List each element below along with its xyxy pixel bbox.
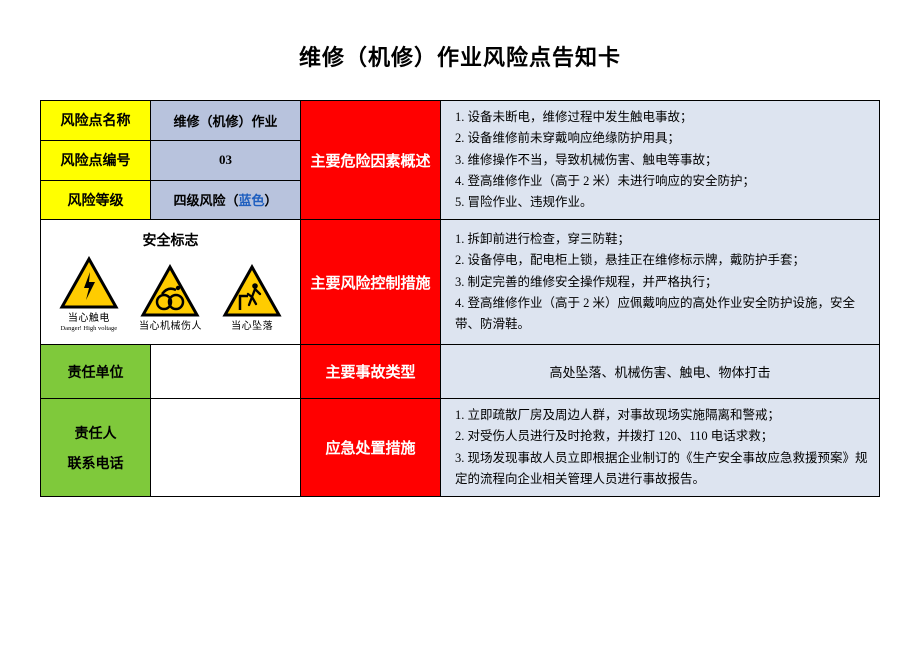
warning-sign-electric: 当心触电 Danger! High voltage <box>53 256 125 332</box>
label-responsible-person-line2: 联系电话 <box>49 453 142 473</box>
value-accident-types: 高处坠落、机械伤害、触电、物体打击 <box>441 345 880 399</box>
caption-text: 当心机械伤人 <box>139 321 202 332</box>
warning-caption-electric: 当心触电 Danger! High voltage <box>60 313 117 332</box>
risk-card-table: 风险点名称 维修（机修）作业 主要危险因素概述 1. 设备未断电，维修过程中发生… <box>40 100 880 497</box>
risk-level-blue: 蓝色 <box>238 193 264 208</box>
value-risk-code: 03 <box>151 140 301 180</box>
warning-caption-machine: 当心机械伤人 <box>139 321 202 333</box>
value-controls: 1. 拆卸前进行检查，穿三防鞋； 2. 设备停电，配电柜上锁，悬挂正在维修标示牌… <box>441 220 880 345</box>
value-responsible-person <box>151 399 301 497</box>
hazard-item: 4. 登高维修作业（高于 2 米）未进行响应的安全防护； <box>455 171 869 192</box>
emergency-item: 1. 立即疏散厂房及周边人群，对事故现场实施隔离和警戒； <box>455 405 869 426</box>
label-risk-level: 风险等级 <box>41 180 151 220</box>
caption-sub: Danger! High voltage <box>60 325 117 332</box>
label-responsible-person-line1: 责任人 <box>49 423 142 443</box>
label-risk-code: 风险点编号 <box>41 140 151 180</box>
warning-triangle-electric-icon <box>59 256 119 310</box>
safety-signs-cell: 安全标志 当心触电 Danger! High voltage <box>41 220 301 345</box>
hazard-item: 2. 设备维修前未穿戴响应绝缘防护用具； <box>455 128 869 149</box>
row-person-emergency: 责任人 联系电话 应急处置措施 1. 立即疏散厂房及周边人群，对事故现场实施隔离… <box>41 399 880 497</box>
caption-text: 当心触电 <box>68 313 110 324</box>
hazard-item: 1. 设备未断电，维修过程中发生触电事故； <box>455 107 869 128</box>
emergency-item: 3. 现场发现事故人员立即根据企业制订的《生产安全事故应急救援预案》规定的流程向… <box>455 448 869 491</box>
safety-signs-row: 当心触电 Danger! High voltage 当心机械伤人 <box>45 252 296 338</box>
control-item: 2. 设备停电，配电柜上锁，悬挂正在维修标示牌，戴防护手套； <box>455 250 869 271</box>
value-hazard: 1. 设备未断电，维修过程中发生触电事故； 2. 设备维修前未穿戴响应绝缘防护用… <box>441 101 880 220</box>
value-risk-level: 四级风险（蓝色） <box>151 180 301 220</box>
control-item: 4. 登高维修作业（高于 2 米）应佩戴响应的高处作业安全防护设施，安全带、防滑… <box>455 293 869 336</box>
warning-triangle-machine-icon <box>140 264 200 318</box>
control-item: 3. 制定完善的维修安全操作规程，并严格执行； <box>455 272 869 293</box>
label-hazard: 主要危险因素概述 <box>301 101 441 220</box>
warning-sign-fall: 当心坠落 <box>216 264 288 333</box>
warning-triangle-fall-icon <box>222 264 282 318</box>
hazard-item: 5. 冒险作业、违规作业。 <box>455 192 869 213</box>
label-responsible-unit: 责任单位 <box>41 345 151 399</box>
label-responsible-person: 责任人 联系电话 <box>41 399 151 497</box>
row-signs-controls: 安全标志 当心触电 Danger! High voltage <box>41 220 880 345</box>
value-risk-name: 维修（机修）作业 <box>151 101 301 141</box>
page-title: 维修（机修）作业风险点告知卡 <box>40 40 880 72</box>
label-emergency: 应急处置措施 <box>301 399 441 497</box>
label-accident-types: 主要事故类型 <box>301 345 441 399</box>
caption-text: 当心坠落 <box>231 321 273 332</box>
row-unit-accidents: 责任单位 主要事故类型 高处坠落、机械伤害、触电、物体打击 <box>41 345 880 399</box>
warning-caption-fall: 当心坠落 <box>231 321 273 333</box>
warning-sign-machine: 当心机械伤人 <box>134 264 206 333</box>
control-item: 1. 拆卸前进行检查，穿三防鞋； <box>455 229 869 250</box>
row-risk-name: 风险点名称 维修（机修）作业 主要危险因素概述 1. 设备未断电，维修过程中发生… <box>41 101 880 141</box>
risk-level-prefix: 四级风险（ <box>173 193 238 208</box>
emergency-item: 2. 对受伤人员进行及时抢救，并拨打 120、110 电话求救； <box>455 426 869 447</box>
hazard-item: 3. 维修操作不当，导致机械伤害、触电等事故； <box>455 150 869 171</box>
risk-level-suffix: ） <box>265 193 278 208</box>
safety-signs-title: 安全标志 <box>45 224 296 252</box>
value-emergency: 1. 立即疏散厂房及周边人群，对事故现场实施隔离和警戒； 2. 对受伤人员进行及… <box>441 399 880 497</box>
label-controls: 主要风险控制措施 <box>301 220 441 345</box>
label-risk-name: 风险点名称 <box>41 101 151 141</box>
value-responsible-unit <box>151 345 301 399</box>
